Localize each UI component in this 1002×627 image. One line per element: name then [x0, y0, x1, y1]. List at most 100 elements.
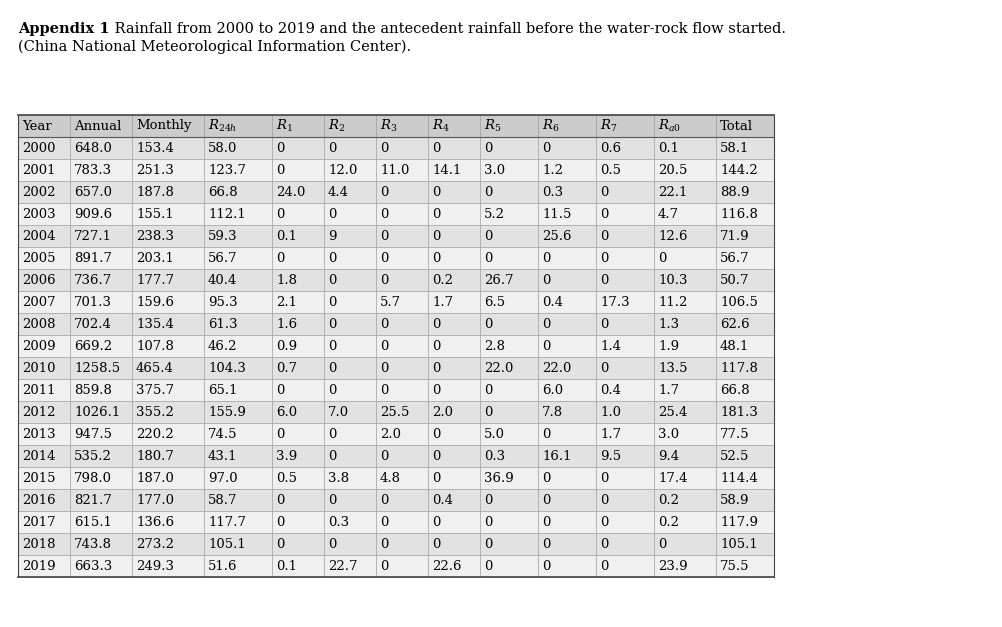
Text: 0: 0	[484, 537, 492, 551]
Text: 58.9: 58.9	[720, 493, 749, 507]
Bar	[480, 401, 538, 423]
Text: 0.4: 0.4	[600, 384, 621, 396]
Text: 153.4: 153.4	[136, 142, 174, 154]
Text: 0: 0	[600, 515, 608, 529]
Text: 95.3: 95.3	[208, 295, 237, 308]
Text: 0: 0	[380, 208, 389, 221]
Bar	[272, 511, 324, 533]
Bar	[654, 247, 716, 269]
Text: 0: 0	[328, 317, 337, 330]
Text: 0.2: 0.2	[658, 493, 679, 507]
Bar	[204, 247, 272, 269]
Bar	[70, 269, 132, 291]
Bar	[480, 159, 538, 181]
Text: $R_{1}$: $R_{1}$	[276, 118, 293, 134]
Bar	[428, 379, 480, 401]
Bar	[70, 467, 132, 489]
Bar	[324, 269, 376, 291]
Bar	[654, 159, 716, 181]
Bar	[376, 313, 428, 335]
Bar	[538, 115, 596, 137]
Text: 105.1: 105.1	[208, 537, 245, 551]
Text: 117.8: 117.8	[720, 362, 758, 374]
Bar	[18, 225, 70, 247]
Text: 1.4: 1.4	[600, 339, 621, 352]
Bar	[480, 203, 538, 225]
Bar	[376, 225, 428, 247]
Bar	[18, 467, 70, 489]
Bar	[596, 401, 654, 423]
Text: 0.5: 0.5	[600, 164, 621, 176]
Text: 12.6: 12.6	[658, 229, 687, 243]
Bar	[654, 467, 716, 489]
Bar	[596, 445, 654, 467]
Bar	[480, 445, 538, 467]
Bar	[654, 511, 716, 533]
Text: 107.8: 107.8	[136, 339, 174, 352]
Bar	[70, 357, 132, 379]
Bar	[272, 357, 324, 379]
Bar	[654, 379, 716, 401]
Bar	[654, 533, 716, 555]
Text: 0: 0	[432, 317, 440, 330]
Bar	[716, 555, 774, 577]
Text: 2.8: 2.8	[484, 339, 505, 352]
Text: 0: 0	[276, 164, 285, 176]
Bar	[480, 225, 538, 247]
Text: 0: 0	[328, 142, 337, 154]
Text: 0: 0	[276, 142, 285, 154]
Bar	[324, 335, 376, 357]
Bar	[70, 291, 132, 313]
Bar	[204, 291, 272, 313]
Bar	[18, 423, 70, 445]
Bar	[132, 445, 204, 467]
Bar	[538, 335, 596, 357]
Text: 58.0: 58.0	[208, 142, 237, 154]
Text: 0: 0	[542, 515, 550, 529]
Bar	[204, 357, 272, 379]
Bar	[428, 159, 480, 181]
Text: 0: 0	[484, 251, 492, 265]
Bar	[428, 115, 480, 137]
Bar	[538, 159, 596, 181]
Bar	[376, 203, 428, 225]
Bar	[480, 291, 538, 313]
Text: 2016: 2016	[22, 493, 56, 507]
Bar	[132, 269, 204, 291]
Text: 0.3: 0.3	[484, 450, 505, 463]
Text: 0: 0	[542, 339, 550, 352]
Text: 187.0: 187.0	[136, 472, 174, 485]
Bar	[132, 181, 204, 203]
Text: 74.5: 74.5	[208, 428, 237, 441]
Text: 891.7: 891.7	[74, 251, 112, 265]
Bar	[324, 115, 376, 137]
Bar	[716, 313, 774, 335]
Bar	[70, 379, 132, 401]
Text: 669.2: 669.2	[74, 339, 112, 352]
Text: 2003: 2003	[22, 208, 56, 221]
Text: 0: 0	[380, 493, 389, 507]
Bar	[272, 445, 324, 467]
Bar	[716, 181, 774, 203]
Text: 0: 0	[380, 273, 389, 287]
Text: 0: 0	[380, 537, 389, 551]
Text: 0: 0	[542, 273, 550, 287]
Text: 2001: 2001	[22, 164, 55, 176]
Text: 11.0: 11.0	[380, 164, 410, 176]
Text: 0: 0	[328, 537, 337, 551]
Bar	[428, 533, 480, 555]
Text: 6.0: 6.0	[542, 384, 563, 396]
Text: 66.8: 66.8	[720, 384, 749, 396]
Bar	[272, 401, 324, 423]
Text: 0: 0	[542, 317, 550, 330]
Bar	[716, 159, 774, 181]
Bar	[538, 533, 596, 555]
Text: 117.7: 117.7	[208, 515, 246, 529]
Text: 0.9: 0.9	[276, 339, 298, 352]
Bar	[204, 489, 272, 511]
Text: 9.5: 9.5	[600, 450, 621, 463]
Bar	[132, 247, 204, 269]
Text: 0: 0	[276, 493, 285, 507]
Text: 2012: 2012	[22, 406, 55, 418]
Bar	[428, 555, 480, 577]
